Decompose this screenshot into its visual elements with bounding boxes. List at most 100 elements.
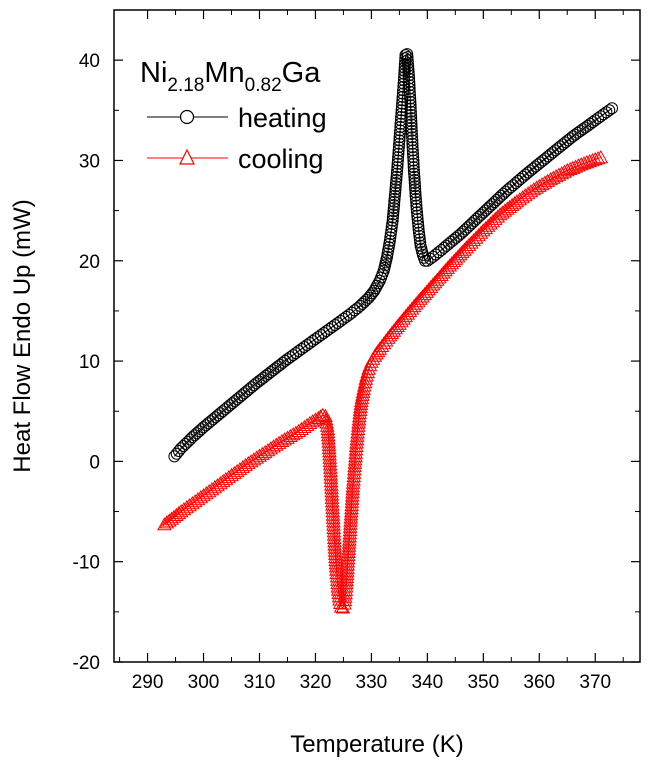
data-point-heating bbox=[354, 299, 367, 312]
data-point-heating bbox=[399, 49, 412, 62]
data-point-heating bbox=[459, 223, 472, 236]
data-point-cooling bbox=[478, 220, 494, 235]
data-point-cooling bbox=[338, 582, 354, 596]
data-point-heating bbox=[409, 180, 421, 193]
y-tick-label: 40 bbox=[79, 51, 100, 72]
data-point-heating bbox=[497, 187, 510, 200]
data-point-cooling bbox=[277, 432, 293, 446]
data-point-cooling bbox=[487, 211, 503, 225]
data-point-heating bbox=[407, 157, 420, 170]
data-point-cooling bbox=[351, 415, 366, 429]
data-point-heating bbox=[391, 161, 404, 174]
x-tick-label: 320 bbox=[300, 672, 332, 693]
data-point-cooling bbox=[346, 465, 362, 479]
x-axis-title: Temperature (K) bbox=[290, 731, 463, 758]
data-point-cooling bbox=[327, 543, 343, 557]
data-point-heating bbox=[408, 173, 421, 186]
data-point-cooling bbox=[349, 428, 365, 442]
data-point-heating bbox=[181, 435, 194, 448]
data-point-cooling bbox=[457, 242, 472, 256]
sample-label: Ni2.18Mn0.82Ga bbox=[140, 57, 321, 96]
data-point-heating bbox=[177, 440, 190, 453]
data-point-heating bbox=[463, 219, 476, 232]
series-heating bbox=[168, 48, 618, 463]
data-point-heating bbox=[406, 137, 419, 150]
data-point-cooling bbox=[402, 303, 418, 318]
data-point-cooling bbox=[442, 258, 458, 272]
data-point-cooling bbox=[355, 384, 371, 398]
data-point-heating bbox=[392, 147, 405, 160]
data-point-cooling bbox=[282, 428, 298, 442]
data-point-heating bbox=[395, 107, 408, 120]
data-point-heating bbox=[404, 99, 417, 112]
data-point-cooling bbox=[406, 298, 422, 313]
data-point-cooling bbox=[268, 437, 284, 451]
data-point-cooling bbox=[485, 213, 501, 228]
data-point-cooling bbox=[356, 381, 371, 395]
data-point-heating bbox=[407, 151, 420, 164]
y-tick-label: -20 bbox=[73, 653, 100, 674]
data-point-cooling bbox=[346, 462, 362, 476]
data-point-cooling bbox=[551, 167, 567, 181]
sample-label-ga: Ga bbox=[282, 57, 322, 89]
data-point-cooling bbox=[529, 180, 544, 194]
data-point-heating bbox=[390, 170, 403, 183]
data-point-heating bbox=[408, 170, 421, 183]
data-point-cooling bbox=[315, 407, 331, 421]
data-point-heating bbox=[392, 144, 405, 157]
data-point-heating bbox=[402, 63, 415, 76]
legend-entry-cooling: cooling bbox=[147, 144, 324, 174]
data-point-heating bbox=[389, 183, 402, 196]
data-point-heating bbox=[411, 206, 423, 219]
data-point-heating bbox=[184, 433, 197, 446]
data-point-heating bbox=[388, 195, 401, 208]
data-point-heating bbox=[388, 192, 401, 205]
data-point-cooling bbox=[351, 412, 367, 426]
sample-label-ni-sub: 2.18 bbox=[167, 75, 204, 96]
data-point-heating bbox=[186, 431, 199, 444]
data-point-heating bbox=[391, 157, 404, 170]
data-point-cooling bbox=[417, 286, 432, 301]
data-point-cooling bbox=[423, 279, 439, 293]
data-point-heating bbox=[392, 141, 405, 154]
data-point-cooling bbox=[475, 223, 491, 237]
plot-frame bbox=[113, 9, 641, 663]
data-point-cooling bbox=[318, 411, 334, 426]
data-point-cooling bbox=[593, 149, 609, 164]
data-point-heating bbox=[386, 211, 399, 224]
data-point-heating bbox=[385, 224, 398, 237]
data-point-cooling bbox=[347, 455, 363, 469]
data-point-heating bbox=[395, 111, 408, 123]
data-point-cooling bbox=[526, 182, 542, 196]
data-point-cooling bbox=[480, 218, 496, 232]
data-point-cooling bbox=[463, 235, 479, 249]
data-point-heating bbox=[405, 128, 418, 140]
series-cooling bbox=[157, 149, 609, 614]
data-point-cooling bbox=[392, 316, 407, 330]
data-point-cooling bbox=[468, 230, 484, 244]
data-point-cooling bbox=[345, 478, 361, 493]
data-point-heating bbox=[394, 124, 407, 137]
data-point-heating bbox=[393, 137, 406, 150]
data-point-cooling bbox=[429, 272, 445, 286]
series-line-cooling bbox=[164, 156, 601, 609]
data-point-heating bbox=[391, 154, 404, 167]
data-point-heating bbox=[387, 205, 400, 218]
data-point-heating bbox=[406, 134, 419, 147]
data-point-cooling bbox=[348, 438, 364, 452]
data-point-heating bbox=[405, 121, 418, 134]
data-point-heating bbox=[410, 202, 423, 215]
data-point-heating bbox=[390, 167, 403, 180]
data-point-heating bbox=[466, 217, 479, 230]
data-point-heating bbox=[389, 186, 402, 199]
data-point-heating bbox=[406, 141, 419, 154]
data-point-cooling bbox=[358, 371, 374, 385]
data-point-cooling bbox=[327, 537, 343, 551]
data-point-cooling bbox=[436, 265, 451, 279]
data-point-heating bbox=[393, 131, 406, 144]
data-point-cooling bbox=[440, 260, 455, 274]
data-point-heating bbox=[403, 85, 416, 98]
data-point-heating bbox=[356, 297, 369, 310]
data-point-cooling bbox=[400, 306, 416, 320]
data-point-heating bbox=[405, 115, 418, 128]
